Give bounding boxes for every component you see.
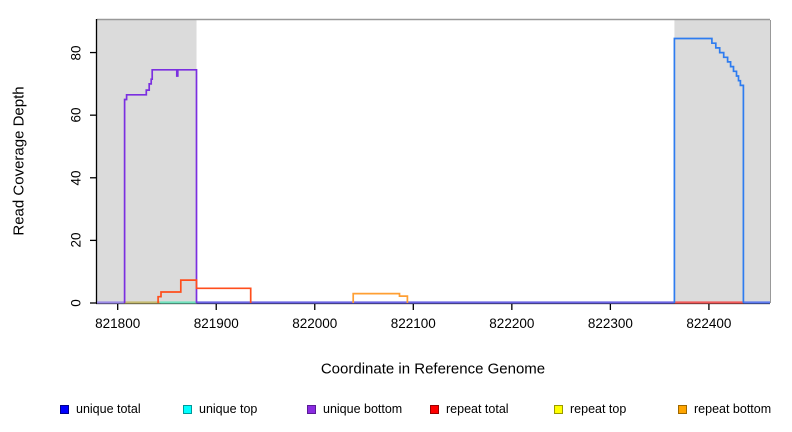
series-path-repeat-bottom: [352, 292, 409, 303]
legend-label: repeat top: [570, 402, 627, 416]
x-tick-label: 821900: [193, 316, 239, 331]
x-axis-title: Coordinate in Reference Genome: [320, 360, 546, 378]
y-tick-label: 20: [68, 232, 84, 248]
legend-label: repeat total: [446, 402, 509, 416]
legend-item-repeat-top: repeat top: [554, 403, 626, 415]
legend-item-repeat-total: repeat total: [430, 403, 509, 415]
y-axis-title: Read Coverage Depth: [10, 86, 28, 236]
legend-swatch-icon: [678, 404, 687, 414]
x-tick-label: 822000: [292, 316, 338, 331]
series-path-repeat-total: [157, 279, 252, 303]
left-gray-region: [97, 20, 197, 303]
legend-swatch-icon: [554, 404, 563, 414]
legend-swatch-icon: [307, 404, 316, 414]
legend-item-unique-top: unique top: [183, 403, 257, 415]
x-tick-label: 821800: [95, 316, 141, 331]
x-tick-label: 822100: [390, 316, 436, 331]
right-gray-region: [674, 20, 770, 303]
series-path-unique-total: [673, 37, 745, 303]
x-tick-label: 822400: [686, 316, 732, 331]
legend-label: unique bottom: [323, 402, 403, 416]
legend-swatch-icon: [183, 404, 192, 414]
y-tick-label: 80: [68, 45, 84, 61]
x-tick-label: 822300: [587, 316, 633, 331]
y-tick-label: 40: [68, 170, 84, 186]
legend-label: repeat bottom: [694, 402, 772, 416]
series-path-unique-bottom: [123, 68, 198, 303]
x-tick-label: 822200: [489, 316, 535, 331]
legend-label: unique top: [199, 402, 258, 416]
y-tick-label: 0: [68, 299, 84, 307]
legend-label: unique total: [76, 402, 141, 416]
legend-swatch-icon: [60, 404, 69, 414]
y-tick-label: 60: [68, 107, 84, 123]
legend-item-unique-bottom: unique bottom: [307, 403, 402, 415]
legend-swatch-icon: [430, 404, 439, 414]
legend-item-unique-total: unique total: [60, 403, 141, 415]
legend-item-repeat-bottom: repeat bottom: [678, 403, 771, 415]
